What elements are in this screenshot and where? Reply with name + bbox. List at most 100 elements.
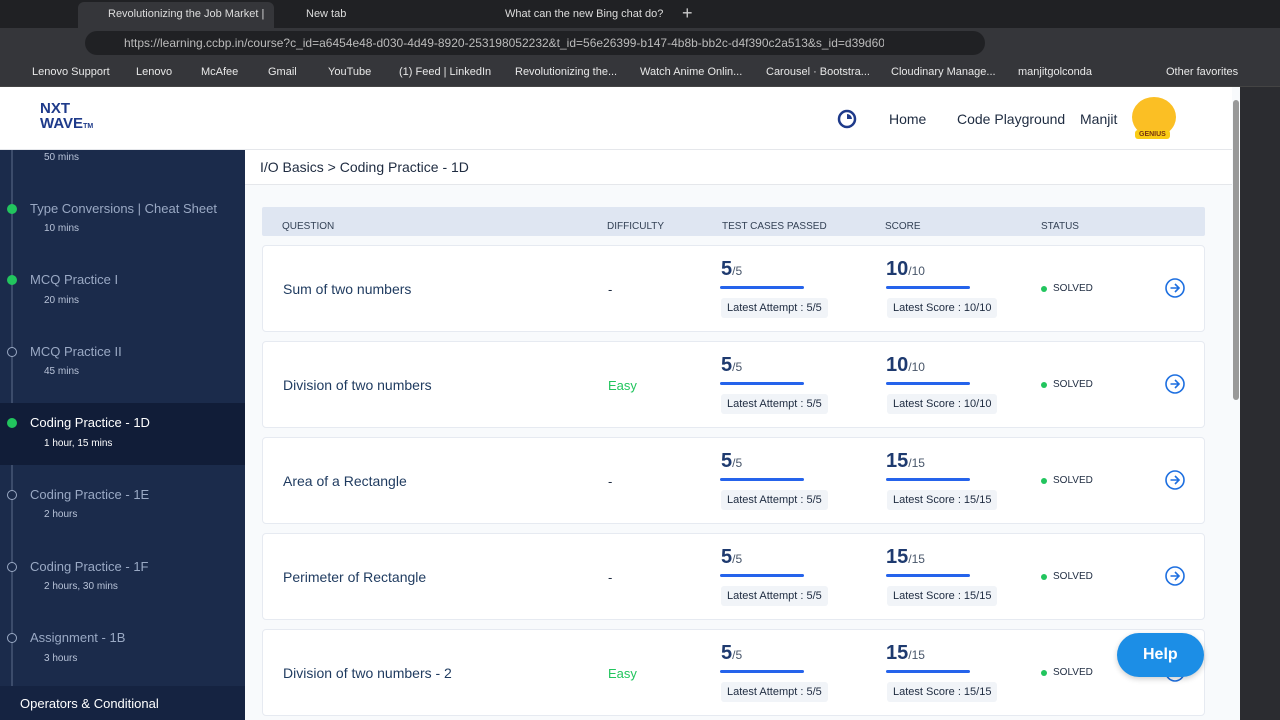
status-dot [1041, 574, 1047, 580]
difficulty: - [608, 474, 613, 489]
bookmark[interactable]: (1) Feed | LinkedIn [399, 66, 492, 78]
score: 10/10 [886, 354, 925, 377]
progress-bar [886, 478, 970, 481]
breadcrumb-bar [245, 150, 1232, 185]
status-text: SOLVED [1053, 283, 1093, 294]
nav-link[interactable]: Code Playground [957, 111, 1066, 127]
item-title[interactable]: Coding Practice - 1E [30, 487, 150, 502]
tests-passed: 5/5 [721, 450, 742, 473]
status-text: SOLVED [1053, 571, 1093, 582]
latest-attempt: Latest Attempt : 5/5 [721, 586, 828, 606]
section-title[interactable]: Operators & Conditional [20, 696, 159, 711]
bookmark[interactable]: YouTube [328, 66, 372, 78]
bookmark[interactable]: McAfee [201, 66, 239, 78]
status-icon [7, 347, 17, 357]
item-title[interactable]: Type Conversions | Cheat Sheet [30, 201, 217, 216]
question[interactable]: Division of two numbers - 2 [283, 665, 452, 681]
logo-text: NXT [40, 100, 70, 117]
tests-passed: 5/5 [721, 354, 742, 377]
status-dot [1041, 670, 1047, 676]
score-value: 10 [886, 258, 909, 280]
question[interactable]: Perimeter of Rectangle [283, 569, 427, 585]
score-total: /15 [908, 456, 925, 470]
bookmark[interactable]: Cloudinary Manage... [891, 66, 996, 78]
question[interactable]: Division of two numbers [283, 377, 432, 393]
help-label[interactable]: Help [1143, 646, 1178, 663]
difficulty: Easy [608, 378, 637, 393]
open-arrow[interactable] [1164, 565, 1186, 587]
score-total: /15 [908, 648, 925, 662]
score-total: /15 [908, 552, 925, 566]
open-arrow[interactable] [1164, 373, 1186, 395]
progress-bar [886, 382, 970, 385]
question-row[interactable]: Perimeter of Rectangle - 5/5 Latest Attempt… [262, 533, 1205, 620]
tab[interactable]: Revolutionizing the Job Market | [78, 2, 274, 28]
timer-icon[interactable] [836, 107, 858, 129]
question[interactable]: Sum of two numbers [283, 281, 412, 297]
active-item [0, 403, 245, 465]
latest-score: Latest Score : 15/15 [887, 682, 998, 702]
bookmark[interactable]: manjitgolconda [1018, 66, 1092, 78]
help-button[interactable] [1117, 633, 1204, 677]
item-title[interactable]: Coding Practice - 1F [30, 559, 149, 574]
status-icon [7, 633, 17, 643]
item-title[interactable]: Coding Practice - 1D [30, 415, 150, 430]
bookmark[interactable]: Watch Anime Onlin... [640, 66, 743, 78]
total: /5 [732, 552, 743, 566]
latest-attempt: Latest Attempt : 5/5 [721, 394, 828, 414]
score-value: 15 [886, 546, 909, 568]
bookmark[interactable]: Other favorites [1166, 66, 1239, 78]
progress-bar [720, 574, 804, 577]
column-header: TEST CASES PASSED [722, 221, 827, 232]
scrollbar[interactable] [1233, 100, 1239, 400]
passed: 5 [721, 642, 733, 664]
bookmark[interactable]: Lenovo Support [32, 66, 110, 78]
progress-bar [720, 670, 804, 673]
question-row[interactable]: Division of two numbers Easy 5/5 Latest Att… [262, 341, 1205, 428]
question[interactable]: Area of a Rectangle [283, 473, 407, 489]
open-arrow[interactable] [1164, 277, 1186, 299]
latest-attempt: Latest Attempt : 5/5 [721, 490, 828, 510]
bookmark[interactable]: Carousel · Bootstra... [766, 66, 870, 78]
difficulty: - [608, 282, 613, 297]
score-total: /10 [908, 264, 925, 278]
bookmark[interactable]: Lenovo [136, 66, 173, 78]
tab[interactable]: What can the new Bing chat do? [505, 8, 664, 20]
latest-score: Latest Score : 15/15 [887, 586, 998, 606]
score-value: 10 [886, 354, 909, 376]
status: SOLVED [1041, 571, 1093, 582]
logo[interactable]: NXT WAVETM [40, 101, 93, 134]
duration: 1 hour, 15 mins [44, 438, 113, 449]
url[interactable]: https://learning.ccbp.in/course?c_id=a64… [124, 36, 884, 50]
item-title[interactable]: MCQ Practice II [30, 344, 122, 359]
duration: 45 mins [44, 366, 80, 377]
total: /5 [732, 456, 743, 470]
question-row[interactable]: Division of two numbers - 2 Easy 5/5 Latest… [262, 629, 1205, 716]
status-icon [7, 275, 17, 285]
user-name[interactable]: Manjit [1080, 111, 1118, 127]
progress-bar [886, 286, 970, 289]
item-title[interactable]: MCQ Practice I [30, 272, 119, 287]
difficulty: Easy [608, 666, 637, 681]
logo-text: WAVE [40, 115, 84, 132]
bookmark[interactable]: Gmail [268, 66, 297, 78]
status-icon [7, 562, 17, 572]
duration: 50 mins [44, 152, 80, 163]
status-dot [1041, 478, 1047, 484]
score: 10/10 [886, 258, 925, 281]
open-arrow[interactable] [1164, 469, 1186, 491]
item-title[interactable]: Assignment - 1B [30, 630, 126, 645]
duration: 2 hours, 30 mins [44, 581, 118, 592]
column-header: SCORE [885, 221, 921, 232]
status-dot [1041, 286, 1047, 292]
nav-link[interactable]: Home [889, 111, 927, 127]
question-row[interactable]: Sum of two numbers - 5/5 Latest Attempt : 5… [262, 245, 1205, 332]
question-row[interactable]: Area of a Rectangle - 5/5 Latest Attempt : … [262, 437, 1205, 524]
address-bar[interactable] [85, 31, 985, 55]
tab[interactable]: New tab [306, 8, 347, 20]
column-header: DIFFICULTY [607, 221, 665, 232]
new-tab-button[interactable]: + [682, 3, 693, 23]
breadcrumb[interactable]: I/O Basics > Coding Practice - 1D [260, 159, 469, 175]
bookmark[interactable]: Revolutionizing the... [515, 66, 618, 78]
section-header[interactable] [0, 686, 245, 720]
